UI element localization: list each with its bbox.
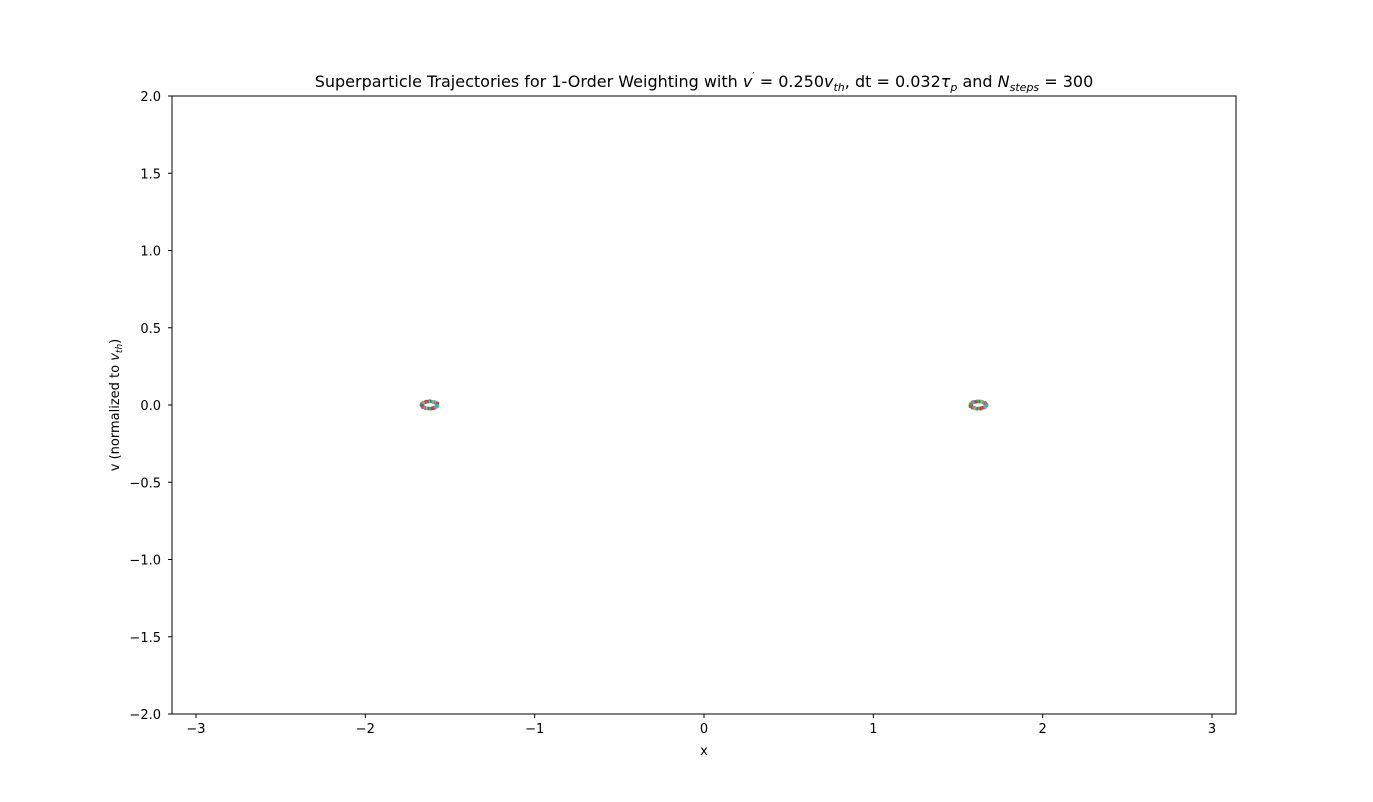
title-prime: ′ [752,71,755,82]
title-prefix: Superparticle Trajectories for 1-Order W… [315,72,743,91]
ylabel-v-symbol: v [108,353,123,361]
title-tau-sub: p [949,81,957,94]
title-suffix: = 300 [1039,72,1093,91]
y-tick-label: 0.0 [140,399,161,414]
x-tick-label: 0 [700,722,708,737]
trajectory-cluster [419,399,440,411]
title-vth-sub: th [833,81,844,94]
title-eq1: = 0.250 [755,72,824,91]
y-tick-label: 1.5 [140,167,161,182]
x-tick-label: 1 [869,722,877,737]
x-axis-label: x [700,744,708,759]
y-tick-label: 0.5 [140,322,161,337]
title-mid: , dt = 0.032 [845,72,941,91]
y-axis-label: v (normalized to vth) [108,339,125,471]
trajectory-cluster [968,399,989,411]
title-vth-symbol: v [824,72,834,91]
x-tick-label: 3 [1208,722,1216,737]
y-tick-label: −1.5 [129,631,161,646]
plot-marks [419,399,989,411]
y-tick-label: −1.0 [129,554,161,569]
y-tick-label: −2.0 [129,708,161,723]
title-n-sub: steps [1010,81,1040,94]
x-tick-label: 2 [1039,722,1047,737]
trajectory-point [435,403,439,408]
title-and: and [957,72,997,91]
ylabel-v-sub: th [115,344,125,354]
x-tick-label: −3 [186,722,205,737]
ylabel-suffix: ) [108,339,123,344]
y-axis-ticks: 2.0 1.5 1.0 0.5 0.0 −0.5 −1.0 −1.5 −2.0 [129,90,172,723]
x-tick-label: −2 [356,722,375,737]
title-n-symbol: N [998,72,1010,91]
trajectory-point [984,403,989,408]
title-v-symbol: v [743,72,753,91]
chart-title: Superparticle Trajectories for 1-Order W… [315,71,1094,94]
ylabel-prefix: v (normalized to [108,361,123,471]
y-tick-label: −0.5 [129,476,161,491]
y-tick-label: 1.0 [140,245,161,260]
x-axis-ticks: −3 −2 −1 0 1 2 3 [186,714,1216,737]
title-tau-symbol: τ [941,72,951,91]
x-tick-label: −1 [525,722,544,737]
y-tick-label: 2.0 [140,90,161,105]
